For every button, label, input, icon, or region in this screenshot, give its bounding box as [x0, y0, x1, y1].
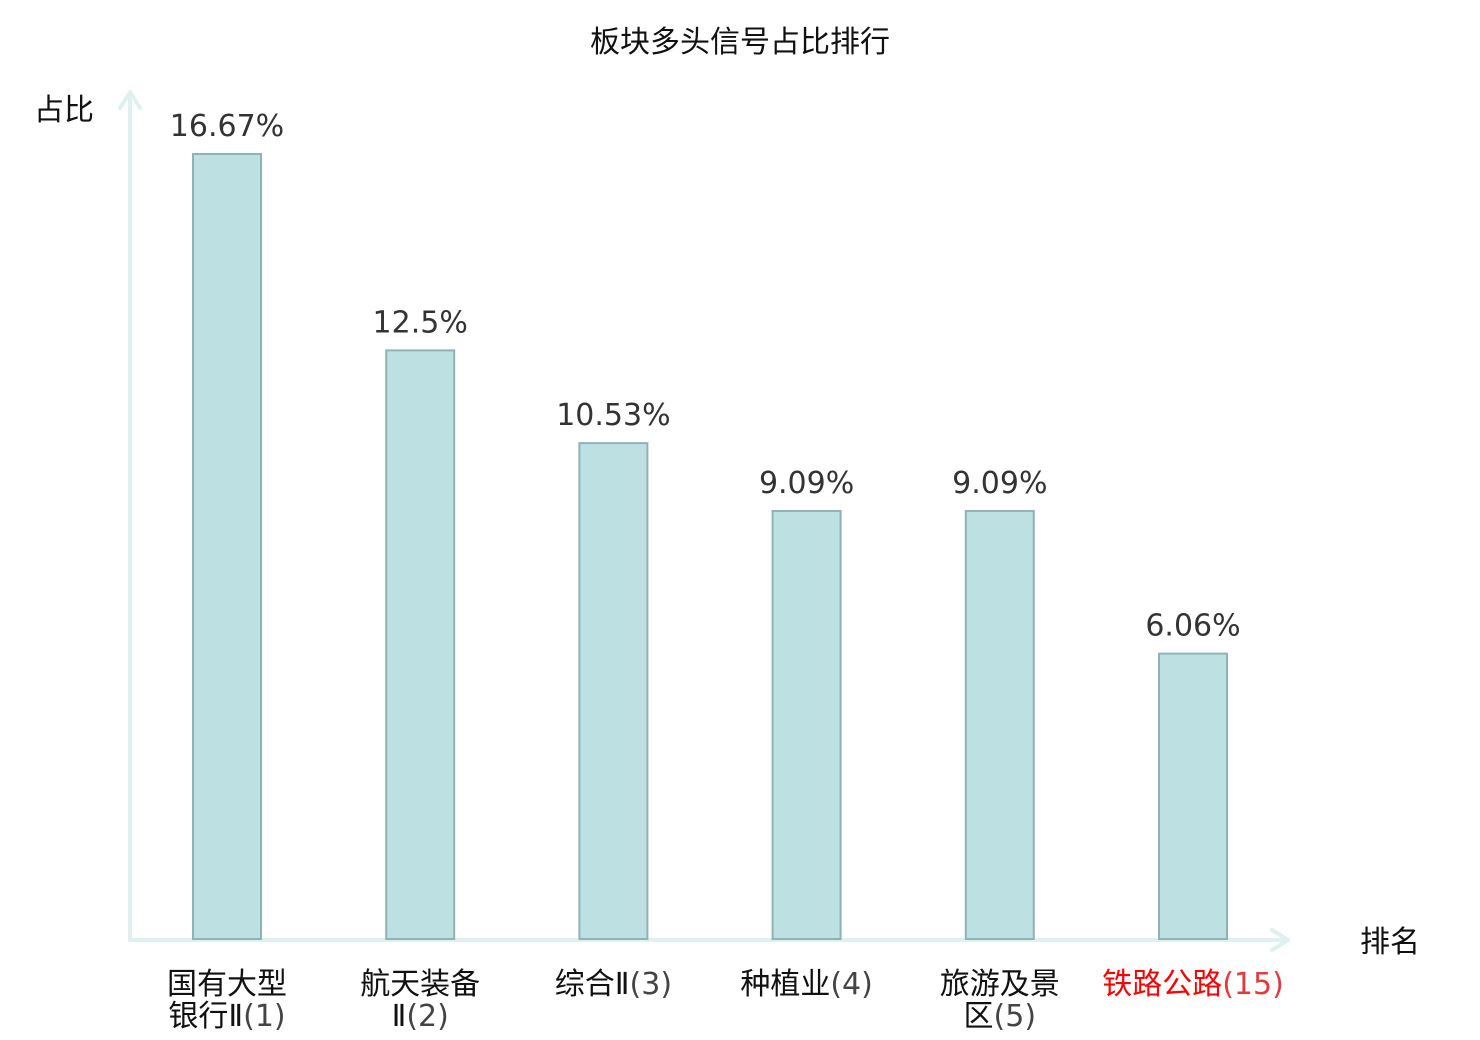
- category-label-5-line-1: 旅游及景: [940, 967, 1060, 1002]
- category-label-1-line-2: 银行Ⅱ(1): [168, 999, 285, 1034]
- value-label-2: 12.5%: [373, 305, 468, 340]
- category-label-2-line-2: Ⅱ(2): [392, 999, 449, 1034]
- category-label-5-line-2: 区(5): [964, 999, 1037, 1034]
- bar-5: [964, 509, 1035, 940]
- bar-6: [1158, 652, 1228, 941]
- value-label-3: 10.53%: [556, 398, 670, 433]
- chart-title: 板块多头信号占比排行: [590, 25, 890, 60]
- value-label-6: 6.06%: [1145, 609, 1240, 644]
- bars: [192, 153, 1228, 941]
- bar-2: [385, 349, 456, 940]
- value-label-4: 9.09%: [759, 466, 854, 501]
- bar-3: [578, 442, 649, 940]
- y-axis-label: 占比: [34, 93, 94, 128]
- x-axis-line: [128, 928, 1290, 952]
- value-labels: 16.67% 12.5% 10.53% 9.09% 9.09% 6.06%: [170, 109, 1241, 644]
- category-label-4: 种植业(4): [740, 967, 873, 1002]
- category-label-1-line-1: 国有大型: [167, 967, 287, 1002]
- y-axis-line: [118, 90, 142, 942]
- category-label-2-line-1: 航天装备: [360, 967, 480, 1002]
- category-label-3: 综合Ⅱ(3): [555, 967, 672, 1002]
- x-axis-label: 排名: [1360, 925, 1420, 960]
- category-label-6: 铁路公路(15): [1102, 967, 1284, 1002]
- bar-4: [771, 509, 842, 940]
- bar-1: [192, 153, 262, 940]
- value-label-5: 9.09%: [952, 466, 1047, 501]
- value-label-1: 16.67%: [170, 109, 284, 144]
